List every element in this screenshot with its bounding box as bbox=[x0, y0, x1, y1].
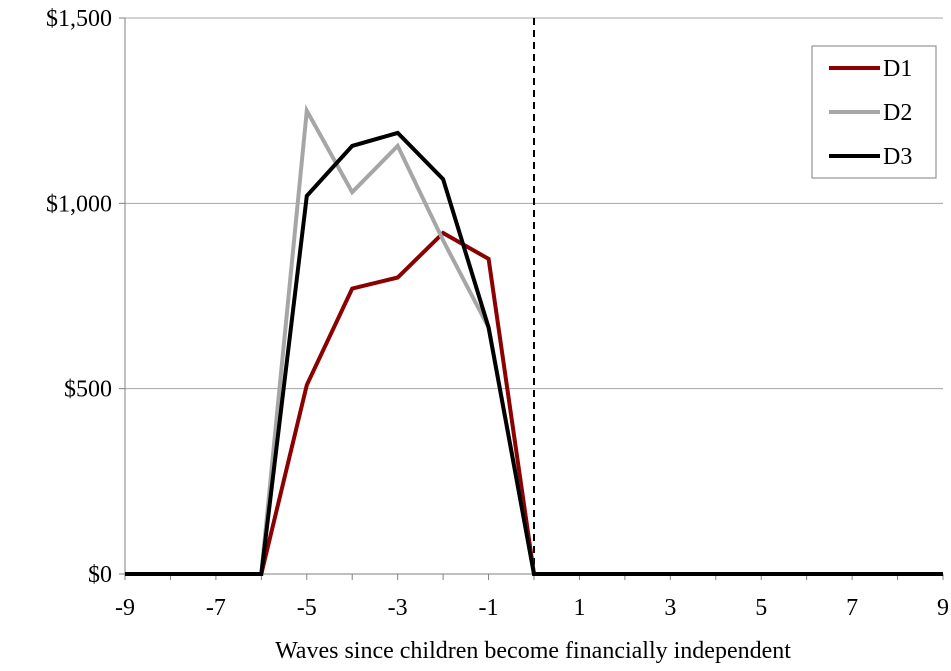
x-tick-label: -9 bbox=[115, 595, 135, 621]
x-tick-labels: -9 -7 -5 -3 -1 1 3 5 7 9 bbox=[115, 595, 949, 621]
y-tick-label: $1,000 bbox=[46, 191, 112, 217]
y-tick-labels: $0 $500 $1,000 $1,500 bbox=[46, 6, 112, 588]
x-tick-label: -5 bbox=[297, 595, 317, 621]
y-tick-label: $0 bbox=[88, 562, 112, 588]
legend: D1 D2 D3 bbox=[811, 45, 937, 179]
x-tick-label: -7 bbox=[206, 595, 226, 621]
x-tick-label: -3 bbox=[388, 595, 408, 621]
y-tick-label: $500 bbox=[64, 377, 112, 403]
series-lines bbox=[125, 104, 943, 576]
legend-label-d1: D1 bbox=[883, 56, 912, 82]
x-tick-label: 1 bbox=[573, 595, 585, 621]
legend-label-d2: D2 bbox=[883, 100, 912, 126]
x-tick-label: 3 bbox=[664, 595, 676, 621]
x-axis-title: Waves since children become financially … bbox=[275, 638, 791, 664]
y-tick-label: $1,500 bbox=[46, 6, 112, 32]
legend-label-d3: D3 bbox=[883, 144, 912, 170]
x-tick-label: 9 bbox=[937, 595, 949, 621]
x-tick-label: -1 bbox=[479, 595, 499, 621]
series-line-d3 bbox=[125, 130, 943, 576]
x-tick-label: 7 bbox=[846, 595, 858, 621]
x-tick-label: 5 bbox=[755, 595, 767, 621]
